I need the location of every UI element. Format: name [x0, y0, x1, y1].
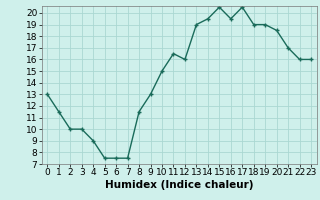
X-axis label: Humidex (Indice chaleur): Humidex (Indice chaleur) [105, 180, 253, 190]
